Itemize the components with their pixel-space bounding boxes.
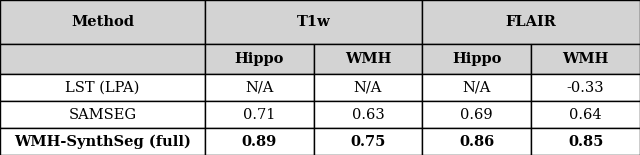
Bar xyxy=(422,44,531,74)
Bar xyxy=(422,128,531,155)
Text: N/A: N/A xyxy=(463,81,491,95)
Bar xyxy=(314,101,422,128)
Bar xyxy=(531,101,640,128)
Bar xyxy=(314,74,422,101)
Text: 0.86: 0.86 xyxy=(459,135,495,148)
Bar xyxy=(422,74,531,101)
Bar xyxy=(205,0,422,44)
Text: WMH-SynthSeg (full): WMH-SynthSeg (full) xyxy=(14,134,191,149)
Bar xyxy=(205,44,314,74)
Bar xyxy=(314,128,422,155)
Bar xyxy=(205,74,314,101)
Text: LST (LPA): LST (LPA) xyxy=(65,81,140,95)
Bar xyxy=(531,74,640,101)
Text: FLAIR: FLAIR xyxy=(506,15,557,29)
Text: 0.69: 0.69 xyxy=(461,108,493,122)
Text: T1w: T1w xyxy=(297,15,330,29)
Bar xyxy=(531,44,640,74)
Bar xyxy=(531,128,640,155)
Text: 0.89: 0.89 xyxy=(241,135,277,148)
Text: 0.75: 0.75 xyxy=(350,135,386,148)
Bar xyxy=(0,101,205,128)
Text: N/A: N/A xyxy=(245,81,273,95)
Bar xyxy=(0,74,205,101)
Text: 0.71: 0.71 xyxy=(243,108,275,122)
Text: N/A: N/A xyxy=(354,81,382,95)
Text: WMH: WMH xyxy=(563,52,609,66)
Text: Hippo: Hippo xyxy=(452,52,502,66)
Text: 0.63: 0.63 xyxy=(351,108,385,122)
Bar xyxy=(205,128,314,155)
Bar xyxy=(0,128,205,155)
Bar xyxy=(0,0,205,44)
Bar xyxy=(422,101,531,128)
Text: SAMSEG: SAMSEG xyxy=(68,108,136,122)
Text: 0.64: 0.64 xyxy=(570,108,602,122)
Bar xyxy=(314,44,422,74)
Text: WMH: WMH xyxy=(345,52,391,66)
Bar xyxy=(205,101,314,128)
Text: Method: Method xyxy=(71,15,134,29)
Bar xyxy=(422,0,640,44)
Text: -0.33: -0.33 xyxy=(567,81,604,95)
Text: 0.85: 0.85 xyxy=(568,135,604,148)
Text: Hippo: Hippo xyxy=(234,52,284,66)
Bar xyxy=(0,44,205,74)
